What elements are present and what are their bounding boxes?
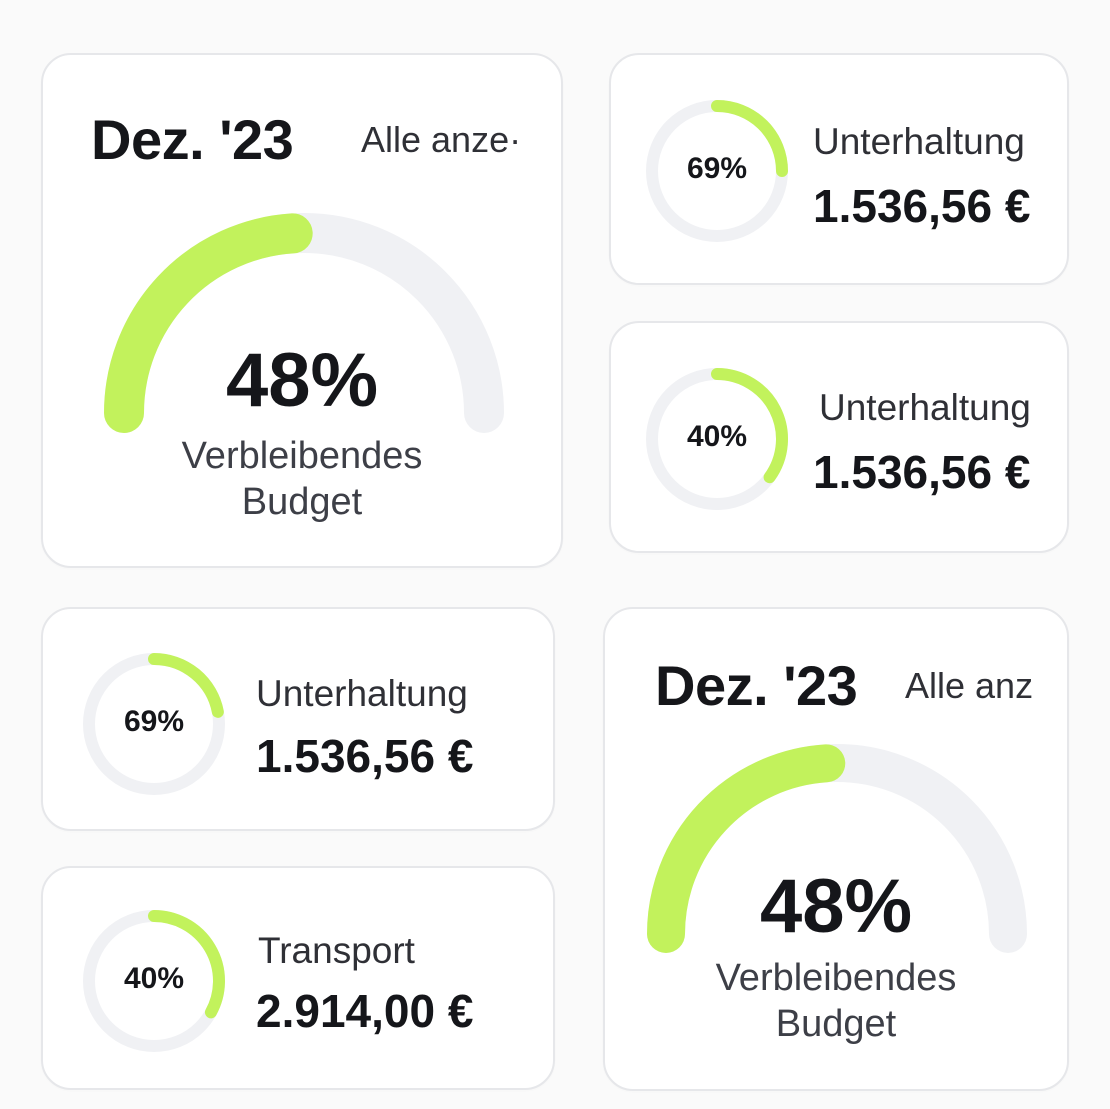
remaining-label: Verbleibendes Budget (43, 433, 561, 525)
category-amount: 1.536,56 € (813, 446, 1031, 498)
show-all-link[interactable]: Alle anze· (361, 119, 522, 160)
category-percent: 69% (123, 705, 185, 738)
remaining-label-line1: Verbleibendes (715, 957, 957, 999)
category-progress-ring: 69% (645, 99, 789, 243)
category-progress-ring: 40% (645, 367, 789, 511)
category-percent: 40% (123, 962, 185, 995)
category-percent: 69% (686, 152, 748, 185)
category-progress-ring: 69% (82, 652, 226, 796)
remaining-label-line1: Verbleibendes (181, 435, 423, 477)
remaining-percent: 48% (759, 864, 913, 949)
ring-fill (148, 653, 224, 718)
category-percent: 40% (686, 420, 748, 453)
category-amount: 1.536,56 € (813, 180, 1031, 232)
ring-fill (148, 910, 225, 1019)
month-title: Dez. '23 (655, 654, 858, 717)
category-card[interactable]: 40% Unterhaltung 1.536,56 € (609, 321, 1069, 553)
category-card[interactable]: 69% Unterhaltung 1.536,56 € (609, 53, 1069, 285)
remaining-label: Verbleibendes Budget (605, 955, 1067, 1047)
remaining-label-line2: Budget (775, 1003, 897, 1045)
ring-fill (711, 368, 788, 484)
category-name: Transport (258, 930, 415, 971)
category-progress-ring: 40% (82, 909, 226, 1053)
category-amount: 2.914,00 € (256, 985, 474, 1037)
category-name: Unterhaltung (256, 673, 468, 714)
budget-summary-card[interactable]: Dez. '23 Alle anze· 48% Verbleibendes Bu… (41, 53, 563, 568)
month-title: Dez. '23 (91, 108, 294, 171)
ring-fill (711, 100, 788, 177)
budget-gauge (104, 213, 504, 433)
remaining-label-line2: Budget (241, 481, 363, 523)
show-all-link[interactable]: Alle anz (905, 665, 1034, 706)
category-name: Unterhaltung (819, 387, 1031, 428)
category-card[interactable]: 40% Transport 2.914,00 € (41, 866, 555, 1090)
category-card[interactable]: 69% Unterhaltung 1.536,56 € (41, 607, 555, 831)
budget-gauge (647, 744, 1027, 953)
budget-summary-card[interactable]: Dez. '23 Alle anz 48% Verbleibendes Budg… (603, 607, 1069, 1091)
category-amount: 1.536,56 € (256, 730, 474, 782)
gauge-fill (104, 213, 313, 433)
category-name: Unterhaltung (813, 121, 1025, 162)
remaining-percent: 48% (225, 338, 379, 423)
gauge-fill (647, 744, 846, 953)
